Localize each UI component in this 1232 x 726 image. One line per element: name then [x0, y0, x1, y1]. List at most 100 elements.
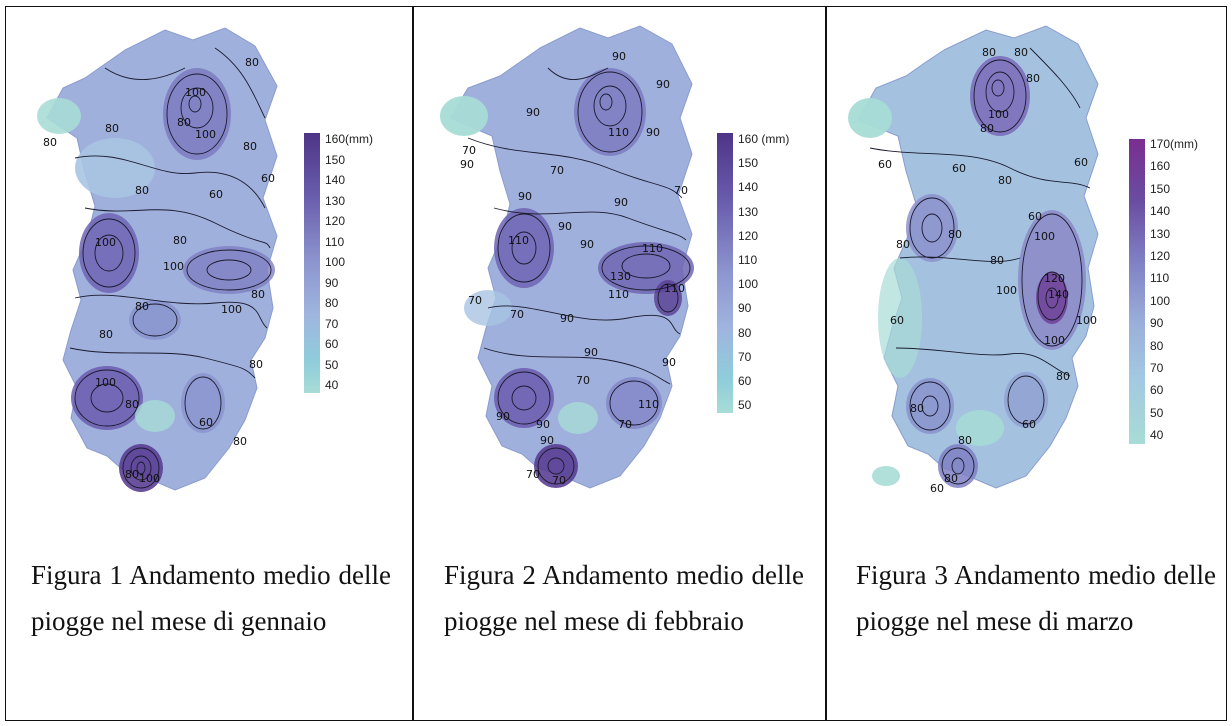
legend-tick-label: 100	[1150, 293, 1171, 308]
legend-tick-label: 60	[325, 337, 339, 351]
contour-label: 70	[576, 374, 590, 387]
contour-label: 110	[638, 398, 659, 411]
contour-label: 100	[221, 303, 242, 316]
contour-label: 90	[496, 410, 510, 423]
contour-label: 100	[195, 128, 216, 141]
legend-tick-label: 100	[325, 255, 346, 269]
contour-label: 60	[1028, 210, 1042, 223]
contour-label: 80	[998, 174, 1012, 187]
contour-label: 110	[664, 282, 685, 295]
contour-label: 60	[209, 188, 223, 201]
contour-label: 70	[468, 294, 482, 307]
contour-label: 80	[243, 140, 257, 153]
contour-label: 80	[910, 402, 924, 415]
panel-gennaio: 100 80 80 100 80 80 80 60 60 80 100 100 …	[7, 8, 409, 718]
contour-label: 60	[890, 314, 904, 327]
legend-tick-label: 150	[738, 156, 759, 171]
contour-label: 80	[233, 435, 247, 448]
legend-tick-label: 140	[738, 180, 759, 195]
legend-tick-label: 150	[325, 152, 346, 167]
legend-tick-label: 50	[1150, 405, 1164, 420]
legend-tick-label: 140	[1150, 204, 1171, 219]
contour-label: 80	[135, 300, 149, 313]
legend-tick-label: 80	[1150, 338, 1164, 353]
contour-label: 70	[526, 468, 540, 481]
contour-label: 90	[646, 126, 660, 139]
contour-label: 110	[608, 288, 629, 301]
contour-label: 100	[95, 376, 116, 389]
contour-label: 90	[612, 50, 626, 63]
contour-label: 90	[536, 418, 550, 431]
contour-label: 140	[1048, 288, 1069, 301]
legend-tick-label: 80	[325, 296, 339, 310]
contour-label: 60	[930, 482, 944, 495]
contour-label: 70	[674, 184, 688, 197]
contour-label: 80	[944, 472, 958, 485]
legend-tick-label: 40	[1150, 428, 1164, 443]
legend-tick-label: 140	[325, 173, 346, 187]
legend-tick-label: 130	[325, 193, 346, 208]
legend-tick-label: 150	[1150, 181, 1171, 196]
contour-label-group: 80 80 80 100 80 60 60 80 60 60 80 80 100…	[878, 46, 1097, 495]
map-gennaio: 100 80 80 100 80 80 80 60 60 80 100 100 …	[37, 27, 278, 492]
contour-label: 110	[608, 126, 629, 139]
contour-label: 60	[952, 162, 966, 175]
contour-label: 70	[550, 164, 564, 177]
legend-tick-label: 70	[738, 349, 752, 364]
legend-tick-label: 120	[1150, 249, 1171, 263]
contour-label: 80	[99, 328, 113, 341]
contour-label: 80	[105, 122, 119, 135]
legend-tick-label: 100	[738, 277, 759, 292]
legend-tick-label: 110	[325, 234, 345, 249]
sardinia-landmass	[857, 25, 1099, 489]
legend-tick-label: 90	[738, 301, 752, 316]
legend-tick-label: 160	[1150, 159, 1171, 174]
contour-label: 80	[245, 56, 259, 69]
contour-label: 60	[1074, 156, 1088, 169]
map-febbraio: 90 90 90 110 90 70 90 70 90 70 90 90 110…	[440, 25, 694, 489]
figure-caption: Figura 3 Andamento medio delle piogge ne…	[856, 560, 1216, 636]
contour-label: 100	[996, 284, 1017, 297]
panel-marzo: 80 80 80 100 80 60 60 80 60 60 80 80 100…	[832, 8, 1232, 718]
contour-label: 70	[462, 144, 476, 157]
contour-label: 90	[558, 220, 572, 233]
figure-caption: Figura 1 Andamento medio delle piogge ne…	[31, 560, 391, 636]
contour-lines	[69, 47, 272, 489]
legend-unit-label: 160 (mm)	[738, 132, 790, 146]
contour-label: 80	[990, 254, 1004, 267]
legend-tick-label: 60	[1150, 383, 1164, 398]
contour-label: 80	[135, 184, 149, 197]
contour-label: 90	[518, 190, 532, 203]
contour-label: 90	[580, 238, 594, 251]
contour-label: 100	[988, 108, 1009, 121]
contour-label: 80	[948, 228, 962, 241]
legend-tick-label: 130	[738, 204, 759, 219]
contour-label: 110	[642, 242, 663, 255]
contour-label: 70	[510, 308, 524, 321]
contour-label: 100	[139, 472, 160, 485]
legend-color-bar	[304, 133, 320, 393]
legend-tick-label: 120	[325, 214, 346, 228]
contour-label-group: 90 90 90 110 90 70 90 70 90 70 90 90 110…	[460, 50, 688, 487]
contour-label: 80	[1014, 46, 1028, 59]
legend-tick-label: 90	[1150, 316, 1164, 331]
legend-tick-label: 120	[738, 228, 759, 243]
contour-label: 80	[958, 434, 972, 447]
legend-tick-label: 50	[738, 398, 752, 413]
legend-color-bar	[717, 133, 733, 414]
contour-label: 80	[43, 136, 57, 149]
contour-label: 100	[1044, 334, 1065, 347]
contour-label: 80	[177, 116, 191, 129]
contour-label: 60	[878, 158, 892, 171]
contour-label: 60	[261, 172, 275, 185]
legend-unit-label: 170(mm)	[1150, 137, 1199, 151]
legend-unit-label: 160(mm)	[325, 132, 374, 146]
contour-label: 90	[584, 346, 598, 359]
legend-tick-label: 50	[325, 357, 339, 372]
contour-label: 80	[1056, 370, 1070, 383]
column-divider	[825, 6, 827, 721]
legend-tick-label: 80	[738, 325, 752, 340]
figure-caption: Figura 2 Andamento medio delle piogge ne…	[444, 560, 804, 636]
legend-tick-label: 90	[325, 275, 339, 290]
contour-label: 80	[125, 468, 139, 481]
